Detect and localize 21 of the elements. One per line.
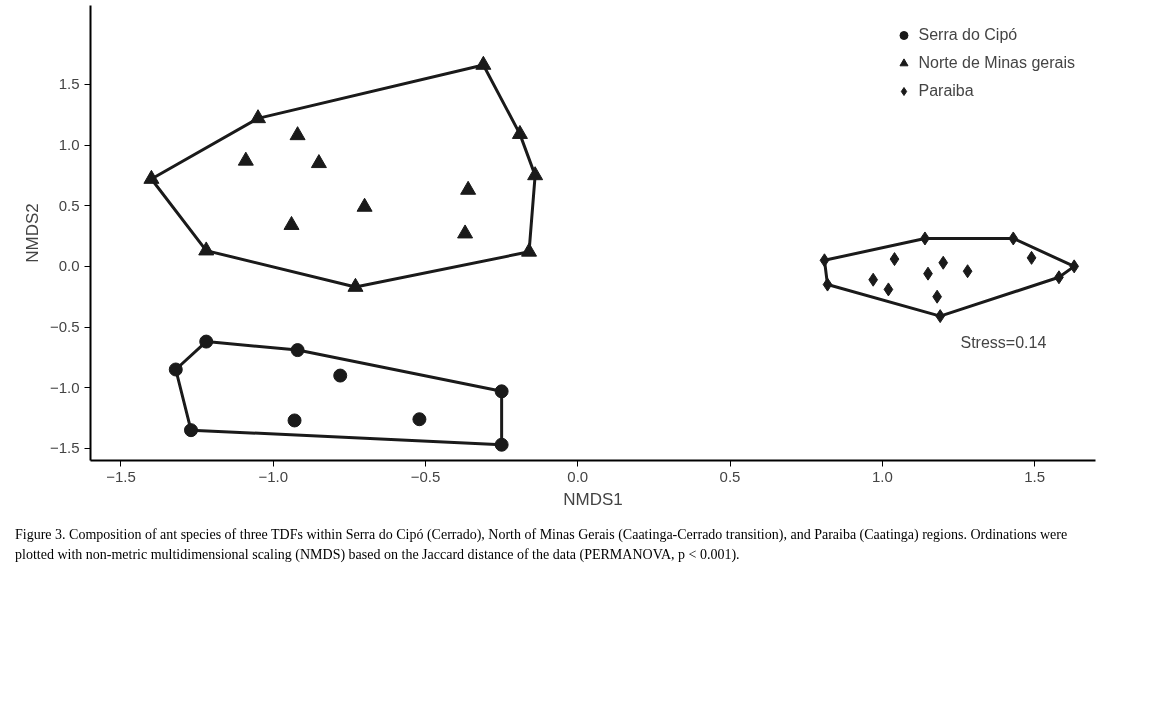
x-tick-label: 0.0	[567, 467, 589, 485]
x-axis-title: NMDS1	[563, 489, 623, 509]
x-tick-label: 1.5	[1024, 467, 1046, 485]
y-tick-label: −1.5	[49, 439, 80, 457]
x-tick-label: −1.0	[258, 467, 289, 485]
legend-label: Paraiba	[918, 82, 974, 100]
x-tick-label: −1.5	[106, 467, 136, 485]
y-tick-label: −0.5	[49, 318, 80, 336]
y-tick-label: 0.5	[58, 196, 80, 214]
y-tick-label: 1.0	[58, 136, 80, 154]
x-tick-label: 0.5	[719, 467, 741, 485]
y-tick-label: 0.0	[58, 257, 80, 275]
x-tick-label: 1.0	[871, 467, 893, 485]
legend-label: Norte de Minas gerais	[918, 54, 1075, 72]
annotation: Stress=0.14	[960, 333, 1047, 351]
caption: Figure 3. Composition of ant species of three TDFs within Serra do Cipó (Cerrado), North of Minas Gerais (Caatinga-Cerrado transition), and Paraiba (Caatinga) regions. Ordinations were plotted with non-metric multidimensional scaling (NMDS) based on the Jaccard distance of the data (PERMANOVA, p < 0.001).	[14, 526, 1069, 564]
y-tick-label: −1.0	[49, 378, 80, 396]
y-axis-title: NMDS2	[22, 203, 42, 263]
x-tick-label: −0.5	[410, 467, 441, 485]
y-tick-label: 1.5	[58, 75, 80, 93]
legend-label: Serra do Cipó	[918, 26, 1018, 44]
